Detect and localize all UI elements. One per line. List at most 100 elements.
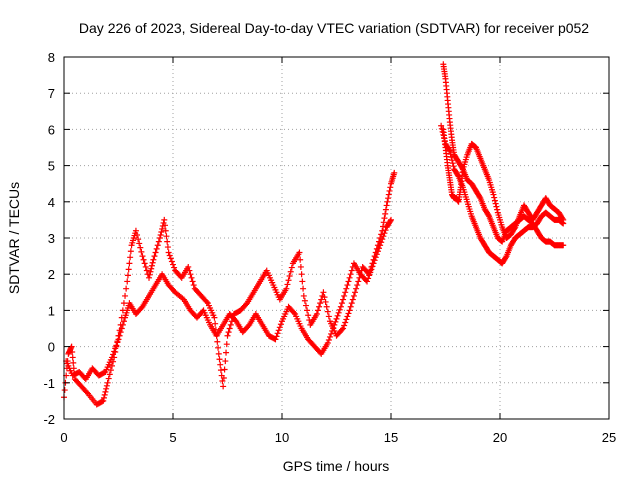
data-point bbox=[559, 219, 566, 226]
data-point bbox=[301, 297, 308, 304]
data-point bbox=[61, 387, 68, 394]
data-point bbox=[370, 260, 377, 267]
data-point bbox=[450, 163, 457, 170]
data-point bbox=[560, 220, 567, 227]
data-point bbox=[387, 218, 394, 225]
series-track-b bbox=[63, 216, 394, 383]
data-point bbox=[341, 322, 348, 329]
data-point bbox=[111, 348, 118, 355]
data-point bbox=[274, 330, 281, 337]
x-tick-label: 0 bbox=[60, 430, 67, 445]
data-point bbox=[188, 274, 195, 281]
y-tick-label: 3 bbox=[48, 231, 55, 246]
data-point bbox=[101, 369, 108, 376]
data-point bbox=[330, 324, 337, 331]
data-point bbox=[185, 263, 192, 270]
data-point bbox=[438, 125, 445, 132]
data-point bbox=[223, 341, 230, 348]
data-point bbox=[216, 356, 223, 363]
data-point bbox=[374, 248, 381, 255]
data-point bbox=[290, 309, 297, 316]
data-point bbox=[156, 235, 163, 241]
data-point bbox=[385, 191, 392, 198]
data-point bbox=[148, 265, 155, 272]
data-point bbox=[387, 184, 394, 191]
data-point bbox=[221, 366, 228, 373]
data-point bbox=[136, 240, 143, 247]
data-point bbox=[101, 391, 108, 398]
data-point bbox=[328, 330, 335, 337]
data-point bbox=[446, 148, 453, 155]
data-point bbox=[112, 345, 119, 352]
data-point bbox=[378, 239, 385, 246]
data-point bbox=[346, 307, 353, 314]
data-point bbox=[306, 317, 313, 324]
data-point bbox=[346, 274, 353, 281]
data-point bbox=[215, 350, 222, 357]
data-point bbox=[381, 230, 388, 237]
data-point bbox=[100, 394, 107, 401]
data-points bbox=[61, 61, 567, 408]
data-point bbox=[215, 344, 222, 351]
data-point bbox=[446, 146, 453, 153]
data-point bbox=[367, 269, 374, 276]
data-point bbox=[342, 319, 349, 326]
data-point bbox=[345, 310, 352, 317]
data-point bbox=[494, 206, 501, 213]
data-point bbox=[153, 245, 160, 252]
y-tick-label: 0 bbox=[48, 340, 55, 355]
y-tick-label: 8 bbox=[48, 50, 55, 65]
data-point bbox=[103, 382, 110, 389]
data-point bbox=[355, 278, 362, 285]
data-point bbox=[141, 260, 148, 267]
data-point bbox=[449, 157, 456, 164]
data-point bbox=[338, 326, 345, 333]
data-point bbox=[377, 242, 384, 249]
chart-title: Day 226 of 2023, Sidereal Day-to-day VTE… bbox=[79, 20, 589, 36]
data-point bbox=[502, 254, 509, 261]
y-tick-label: 1 bbox=[48, 303, 55, 318]
data-point bbox=[325, 313, 332, 320]
data-point bbox=[116, 332, 123, 339]
data-point bbox=[170, 261, 176, 268]
data-point bbox=[243, 301, 250, 308]
data-point bbox=[364, 278, 371, 285]
data-point bbox=[106, 371, 113, 378]
data-point bbox=[383, 202, 390, 209]
data-point bbox=[284, 281, 291, 288]
y-axis-label: SDTVAR / TECUs bbox=[6, 182, 22, 294]
data-point bbox=[186, 267, 193, 274]
data-point bbox=[333, 315, 340, 322]
data-point bbox=[220, 383, 227, 390]
data-point bbox=[492, 200, 499, 207]
data-point bbox=[113, 342, 120, 349]
data-point bbox=[245, 323, 252, 330]
data-point bbox=[382, 210, 389, 217]
data-point bbox=[491, 194, 498, 201]
data-point bbox=[441, 137, 448, 144]
data-point bbox=[314, 307, 321, 314]
data-point bbox=[157, 231, 164, 238]
data-point bbox=[386, 187, 393, 194]
data-point bbox=[277, 321, 284, 328]
data-point bbox=[305, 312, 312, 319]
data-point bbox=[331, 321, 338, 328]
data-point bbox=[164, 238, 171, 245]
y-tick-label: 7 bbox=[48, 86, 55, 101]
data-point bbox=[287, 268, 294, 275]
data-point bbox=[143, 267, 150, 274]
data-point bbox=[126, 260, 133, 267]
data-point bbox=[220, 374, 227, 381]
data-point bbox=[224, 332, 231, 339]
data-point bbox=[349, 296, 356, 303]
y-tick-label: -2 bbox=[43, 412, 55, 427]
y-tick-label: 2 bbox=[48, 267, 55, 282]
x-tick-label: 15 bbox=[384, 430, 398, 445]
data-point bbox=[283, 285, 290, 292]
data-point bbox=[146, 271, 153, 278]
data-point bbox=[104, 379, 111, 386]
data-point bbox=[124, 272, 131, 279]
series-track-a bbox=[61, 169, 398, 408]
data-point bbox=[166, 252, 173, 259]
data-point bbox=[449, 160, 456, 167]
